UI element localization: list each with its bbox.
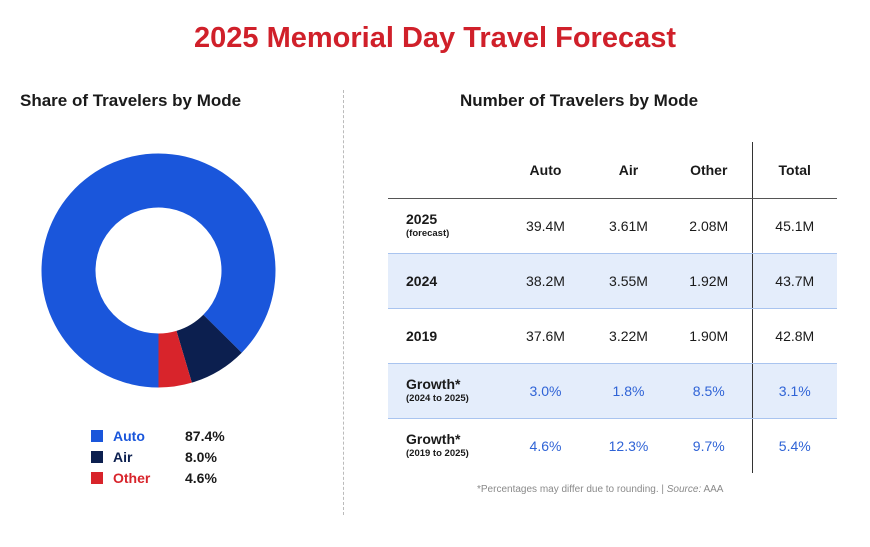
legend-label: Auto	[113, 427, 145, 444]
legend-item-air: Air 8.0%	[91, 446, 225, 467]
page-title: 2025 Memorial Day Travel Forecast	[194, 22, 676, 54]
donut-chart-title: Share of Travelers by Mode	[20, 91, 242, 110]
table-cell: 45.1M	[751, 198, 837, 254]
legend-label: Other	[113, 469, 151, 486]
donut-slice-other	[158, 330, 192, 388]
donut-legend: Auto 87.4% Air 8.0% Other 4.6%	[91, 425, 225, 488]
section-divider	[343, 90, 344, 515]
table-cell: 3.1%	[751, 363, 837, 419]
row-label-main: Growth*	[406, 376, 461, 392]
table-cell: 3.22M	[591, 308, 666, 364]
row-label-main: Growth*	[406, 431, 461, 448]
legend-value: 87.4%	[185, 427, 225, 444]
table-cell: 38.2M	[500, 253, 591, 309]
table-row: Growth* (2019 to 2025) 4.6% 12.3% 9.7% 5.4%	[388, 418, 837, 473]
table-cell: 4.6%	[529, 437, 562, 454]
table-row: 2019 37.6M 3.22M 1.90M 42.8M	[388, 308, 837, 364]
table-row: Growth* (2024 to 2025) 3.0% 1.8% 8.5% 3.1%	[388, 363, 837, 419]
row-label-sub: (2024 to 2025)	[406, 393, 469, 404]
table-row: 2024 38.2M 3.55M 1.92M 43.7M	[388, 253, 837, 309]
row-label-main: 2025	[406, 211, 438, 227]
column-header-other: Other	[666, 142, 752, 199]
row-label-sub: (2019 to 2025)	[406, 448, 469, 460]
legend-value: 4.6%	[185, 469, 217, 486]
footnote-source-label: Source:	[666, 484, 702, 495]
table-cell: 9.7%	[692, 437, 725, 454]
row-label: 2024	[388, 253, 500, 309]
table-cell: 43.7M	[751, 253, 837, 309]
table-cell: 3.61M	[591, 198, 666, 254]
table-cell: 1.90M	[666, 308, 752, 364]
row-label-main: 2019	[406, 327, 438, 344]
column-header-air: Air	[591, 142, 666, 199]
footnote-source: AAA	[701, 484, 724, 495]
donut-chart	[40, 152, 277, 389]
legend-label: Air	[113, 448, 133, 465]
row-label: Growth* (2024 to 2025)	[388, 363, 500, 419]
row-label-sub: (forecast)	[406, 228, 450, 239]
donut-slice-air	[176, 314, 242, 383]
table-cell: 3.55M	[591, 253, 666, 309]
table-cell: 1.8%	[591, 363, 666, 419]
table-row: 2025 (forecast) 39.4M 3.61M 2.08M 45.1M	[388, 198, 837, 254]
table-cell: 3.0%	[500, 363, 591, 419]
row-label: 2025 (forecast)	[388, 198, 500, 254]
footnote: *Percentages may differ due to rounding.…	[477, 484, 723, 495]
table-cell: 5.4%	[751, 418, 837, 473]
row-label: Growth* (2019 to 2025)	[388, 418, 500, 473]
table-cell: 37.6M	[500, 308, 591, 364]
donut-svg	[41, 153, 276, 388]
column-header-auto: Auto	[500, 142, 591, 199]
table-cell: 39.4M	[500, 198, 591, 254]
table-cell: 8.5%	[666, 363, 752, 419]
travelers-table: Auto Air Other Total 2025 (forecast) 39.4M 3.6…	[388, 142, 837, 473]
row-label: 2019	[388, 308, 500, 364]
column-header-total: Total	[751, 142, 837, 199]
table-cell: 2.08M	[666, 198, 752, 254]
legend-item-auto: Auto 87.4%	[91, 425, 225, 446]
table-cell: 42.8M	[751, 308, 837, 364]
table-header-row: Auto Air Other Total	[388, 142, 837, 199]
table-cell: 1.92M	[666, 253, 752, 309]
table-cell: 12.3%	[608, 437, 649, 454]
row-label-main: 2024	[406, 272, 438, 289]
legend-item-other: Other 4.6%	[91, 467, 225, 488]
table-title: Number of Travelers by Mode	[460, 91, 699, 110]
legend-swatch	[91, 429, 103, 442]
column-header-row-label	[388, 142, 500, 199]
legend-swatch	[91, 471, 103, 484]
footnote-text: *Percentages may differ due to rounding.…	[477, 484, 667, 495]
legend-value: 8.0%	[185, 448, 217, 465]
legend-swatch	[91, 450, 103, 463]
donut-slice-auto	[41, 153, 276, 388]
